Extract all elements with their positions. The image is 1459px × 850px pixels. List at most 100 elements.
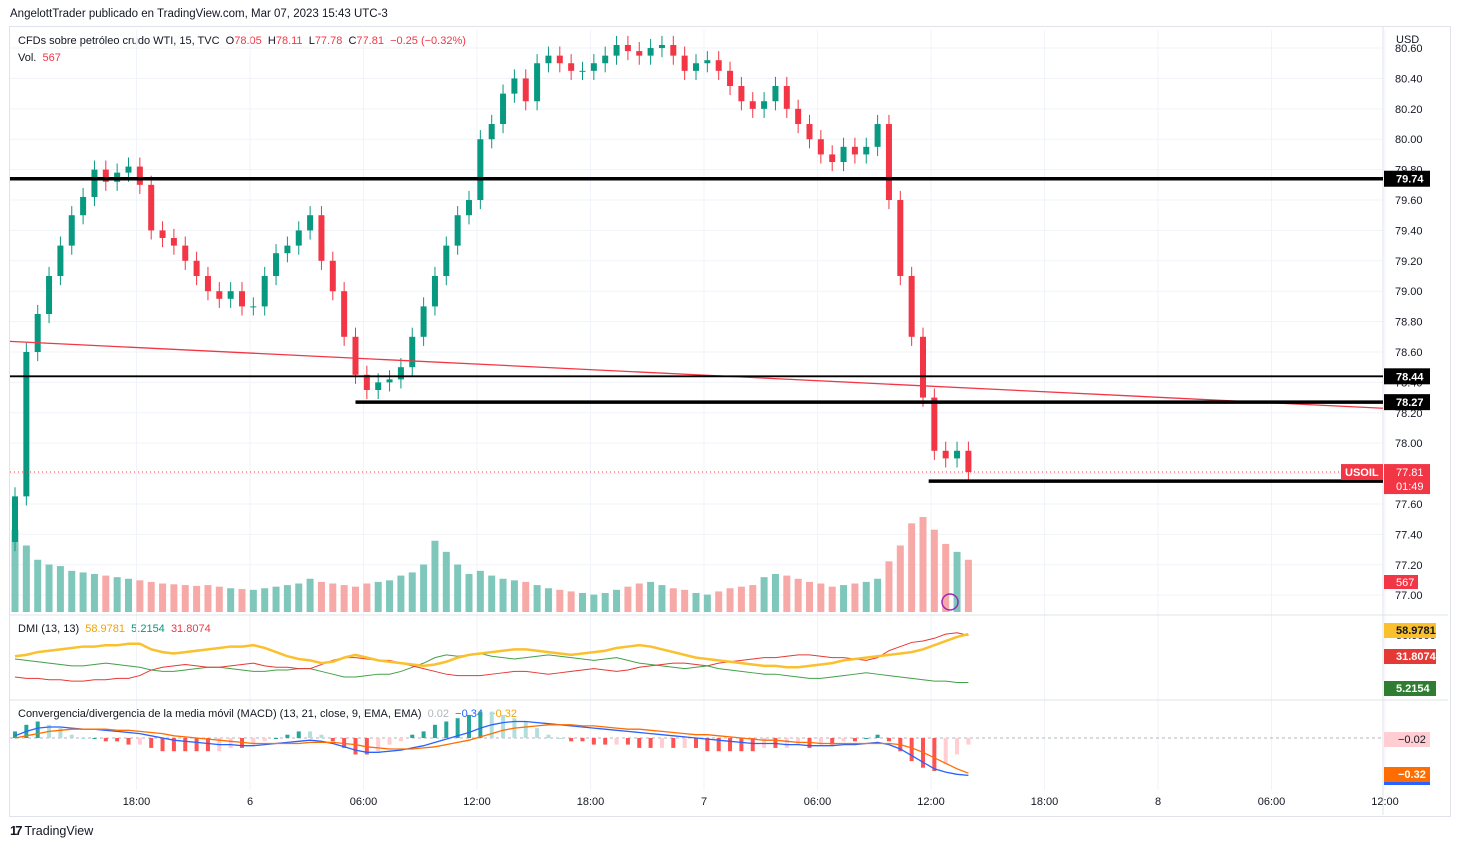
macd-legend[interactable]: Convergencia/divergencia de la media móv… — [18, 708, 517, 720]
volume-bar — [68, 570, 76, 612]
macd-histogram-bar — [637, 738, 642, 748]
macd-histogram-bar — [535, 728, 540, 738]
macd-histogram-bar — [13, 731, 17, 738]
main-legend[interactable]: CFDs sobre petróleo crudo WTI, 15, TVC O… — [18, 35, 466, 47]
y-tick-label: 77.60 — [1395, 499, 1423, 511]
volume-bar — [510, 580, 518, 612]
volume-bar — [397, 575, 405, 612]
candle-body — [556, 55, 563, 64]
candle-body — [363, 374, 370, 390]
volume-bar — [919, 517, 927, 612]
macd-histogram-bar — [126, 738, 131, 745]
candle-body — [273, 253, 280, 277]
macd-histogram-bar — [796, 738, 801, 745]
volume-bar — [181, 585, 189, 612]
dmi-minus-line — [14, 632, 969, 682]
y-tick-label: 79.40 — [1395, 225, 1423, 237]
macd-histogram-bar — [308, 731, 313, 738]
y-tick-label: 80.40 — [1395, 73, 1423, 85]
candle-body — [817, 139, 824, 155]
macd-histogram-bar — [387, 738, 392, 745]
candle-body — [749, 101, 756, 109]
tradingview-logo[interactable]: 17 TradingView — [10, 823, 93, 838]
volume-bar — [613, 589, 621, 612]
macd-histogram-bar — [818, 738, 823, 745]
volume-bar — [692, 593, 700, 612]
dmi-plus-value: 5.2154 — [131, 623, 165, 635]
symbol-title[interactable]: CFDs sobre petróleo crudo WTI, 15, TVC — [18, 35, 220, 47]
macd-histogram-bar — [523, 721, 528, 738]
volume-legend[interactable]: Vol. 567 — [18, 52, 61, 64]
macd-histogram-bar — [92, 738, 97, 739]
volume-bar — [862, 581, 870, 612]
candle-body — [500, 93, 507, 125]
y-tick-label: 78.60 — [1395, 347, 1423, 359]
macd-histogram-bar — [160, 738, 165, 752]
volume-bar — [488, 575, 496, 612]
current-price-tag-bg — [1384, 464, 1430, 495]
level-label: 79.74 — [1396, 174, 1424, 186]
macd-line-tag — [1384, 782, 1430, 785]
volume-bar — [113, 577, 121, 612]
x-tick-label: 8 — [1155, 796, 1161, 808]
macd-histogram-bar — [671, 738, 676, 748]
candle-body — [602, 55, 609, 64]
macd-histogram-bar — [852, 738, 857, 742]
volume-tag: 567 — [1396, 577, 1414, 589]
volume-bar — [964, 559, 972, 612]
candle-body — [46, 276, 53, 315]
macd-signal-tag-bg — [1384, 767, 1430, 782]
candle-body — [182, 245, 189, 261]
dmi-minus-value: 31.8074 — [170, 623, 211, 635]
candle-body — [239, 291, 245, 307]
macd-histogram-bar — [966, 738, 971, 745]
macd-histogram-bar — [58, 728, 63, 738]
macd-histogram-bar — [648, 738, 653, 748]
volume-bar — [590, 594, 598, 612]
x-tick-label: 18:00 — [1031, 796, 1059, 808]
candle-body — [738, 86, 745, 102]
candle-body — [579, 70, 586, 72]
volume-bar — [465, 574, 473, 612]
volume-bar — [556, 589, 564, 612]
macd-histogram-bar — [103, 738, 108, 742]
volume-bar — [851, 583, 859, 612]
volume-bar — [272, 586, 280, 612]
macd-histogram-bar — [694, 738, 698, 748]
candle-body — [920, 336, 926, 398]
volume-bar — [261, 588, 269, 612]
macd-histogram-bar — [705, 738, 710, 752]
volume-label: Vol. — [18, 52, 37, 64]
volume-bar — [193, 585, 201, 612]
macd-line-value: −0.34 — [455, 708, 484, 720]
macd-histogram-bar — [274, 738, 279, 739]
x-tick-label: 06:00 — [804, 796, 832, 808]
dmi-legend[interactable]: DMI (13, 13) 58.9781 5.2154 31.8074 — [18, 623, 211, 635]
candle-body — [68, 215, 75, 246]
volume-bar — [885, 561, 893, 612]
macd-histogram-bar — [569, 738, 574, 742]
volume-bar — [317, 581, 325, 612]
candle-body — [352, 336, 359, 375]
volume-bar — [11, 529, 19, 612]
y-tick-label: 80.60 — [1395, 43, 1423, 55]
volume-bar — [90, 574, 98, 612]
volume-bar — [794, 578, 802, 612]
macd-histogram-bar — [376, 738, 381, 752]
macd-hist-value: 0.02 — [427, 708, 450, 720]
candle-body — [568, 63, 575, 71]
macd-histogram-bar — [739, 738, 744, 752]
macd-histogram-bar — [115, 738, 120, 742]
macd-histogram-bar — [784, 738, 789, 748]
volume-tag-bg — [1384, 575, 1418, 589]
current-price-label: 77.81 — [1396, 467, 1424, 479]
candle-body — [102, 169, 109, 182]
volume-bar — [408, 572, 416, 612]
volume-bar — [499, 578, 507, 612]
candle-body — [806, 124, 813, 140]
macd-histogram-bar — [69, 734, 74, 738]
macd-signal-value: −0.32 — [489, 708, 517, 720]
volume-bar — [658, 585, 666, 612]
currency-label: USD — [1396, 34, 1420, 46]
